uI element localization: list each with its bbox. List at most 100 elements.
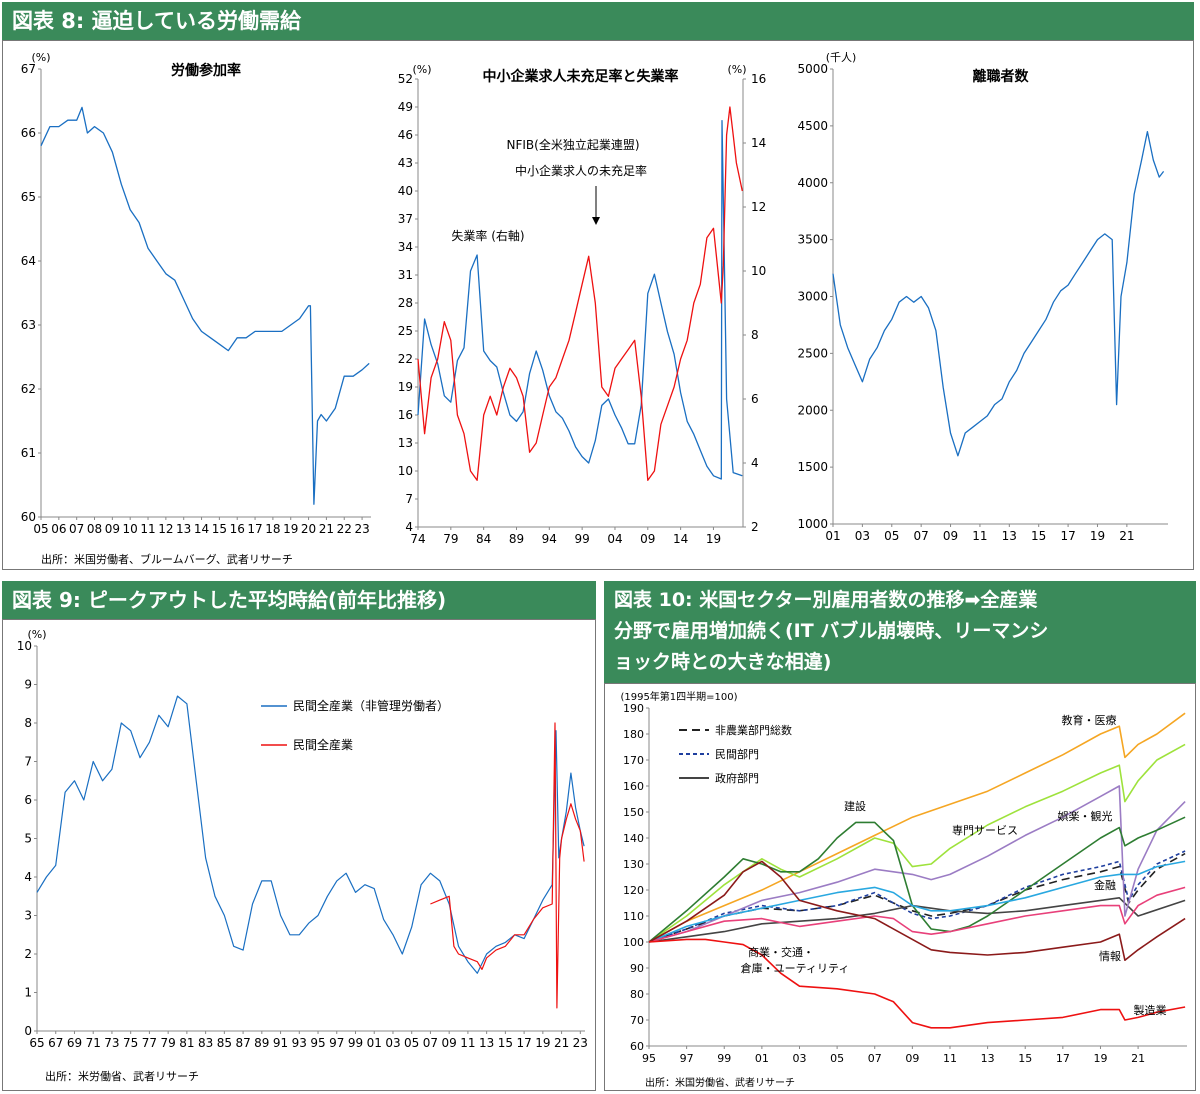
x-tick-label: 75 bbox=[123, 1036, 138, 1050]
x-tick-label: 89 bbox=[509, 532, 524, 546]
y-tick-label: 25 bbox=[398, 324, 413, 338]
fig8-title: 図表 8: 逼迫している労働需給 bbox=[12, 9, 302, 33]
x-tick-label: 07 bbox=[868, 1052, 882, 1065]
x-tick-label: 71 bbox=[86, 1036, 101, 1050]
y-tick-label: 52 bbox=[398, 72, 413, 86]
x-tick-label: 23 bbox=[573, 1036, 588, 1050]
x-tick-label: 67 bbox=[48, 1036, 63, 1050]
y-tick-label: 37 bbox=[398, 212, 413, 226]
series-line-1 bbox=[648, 850, 1186, 943]
x-tick-label: 11 bbox=[943, 1052, 957, 1065]
series-line-9 bbox=[648, 860, 1186, 962]
annotation-nfib: NFIB(全米独立起業連盟) bbox=[506, 137, 639, 152]
annotation-1: 建設 bbox=[844, 799, 866, 813]
y-tick-label: 16 bbox=[398, 408, 413, 422]
x-tick-label: 01 bbox=[367, 1036, 382, 1050]
y-tick-label: 3500 bbox=[797, 233, 828, 247]
annotation-4: 金融 bbox=[1094, 878, 1116, 892]
series-line-7 bbox=[648, 860, 1186, 943]
y-tick-label: 3000 bbox=[797, 290, 828, 304]
x-tick-label: 03 bbox=[855, 529, 870, 543]
x-tick-label: 99 bbox=[575, 532, 590, 546]
x-tick-label: 05 bbox=[33, 522, 48, 536]
annotation-6: 倉庫・ユーティリティ bbox=[741, 961, 850, 975]
x-tick-label: 79 bbox=[161, 1036, 176, 1050]
x-tick-label: 09 bbox=[640, 532, 655, 546]
x-tick-label: 94 bbox=[542, 532, 557, 546]
y-tick-label: 4000 bbox=[797, 176, 828, 190]
annotation-7: 情報 bbox=[1099, 950, 1121, 963]
x-tick-label: 18 bbox=[265, 522, 280, 536]
x-tick-label: 14 bbox=[194, 522, 209, 536]
y-tick-label: 28 bbox=[398, 296, 413, 310]
x-tick-label: 74 bbox=[410, 532, 425, 546]
x-tick-label: 89 bbox=[254, 1036, 269, 1050]
series-line-5 bbox=[648, 785, 1186, 943]
x-tick-label: 22 bbox=[337, 522, 352, 536]
x-tick-label: 84 bbox=[476, 532, 491, 546]
fig10-title-line2: 分野で雇用増加続く(IT バブル崩壊時、リーマンシ bbox=[614, 620, 1049, 642]
y-tick-label: 80 bbox=[630, 988, 644, 1001]
x-tick-label: 95 bbox=[642, 1052, 656, 1065]
y-tick-label: 1000 bbox=[797, 517, 828, 531]
x-tick-label: 15 bbox=[1031, 529, 1046, 543]
legend-label-1: 民間部門 bbox=[715, 747, 759, 761]
y-tick-label: 160 bbox=[623, 780, 644, 793]
x-tick-label: 17 bbox=[1060, 529, 1075, 543]
x-tick-label: 14 bbox=[673, 532, 688, 546]
y2-tick-label: 12 bbox=[751, 200, 766, 214]
x-tick-label: 19 bbox=[1090, 529, 1105, 543]
y-tick-label: 120 bbox=[623, 884, 644, 897]
x-tick-label: 91 bbox=[273, 1036, 288, 1050]
y2-tick-label: 10 bbox=[751, 264, 766, 278]
legend-label-0: 非農業部門総数 bbox=[715, 723, 792, 737]
x-tick-label: 13 bbox=[479, 1036, 494, 1050]
unit-label-left: (%) bbox=[412, 63, 431, 76]
fig9-source: 出所：米労働省、武者リサーチ bbox=[45, 1070, 199, 1083]
x-tick-label: 06 bbox=[51, 522, 66, 536]
annotation-unemployment: 失業率 (右軸) bbox=[451, 228, 524, 243]
fig10-title-line1: 図表 10: 米国セクター別雇用者数の推移➡全産業 bbox=[614, 589, 1038, 611]
series-line-1 bbox=[417, 106, 743, 481]
unit-label: (%) bbox=[27, 628, 46, 641]
y-tick-label: 4 bbox=[24, 870, 32, 884]
y-tick-label: 100 bbox=[623, 936, 644, 949]
x-tick-label: 15 bbox=[498, 1036, 513, 1050]
series-line-0 bbox=[40, 106, 370, 505]
x-tick-label: 81 bbox=[179, 1036, 194, 1050]
x-tick-label: 01 bbox=[755, 1052, 769, 1065]
y-tick-label: 4500 bbox=[797, 119, 828, 133]
x-tick-label: 09 bbox=[442, 1036, 457, 1050]
annotation-3: 娯楽・観光 bbox=[1058, 809, 1113, 823]
x-tick-label: 03 bbox=[792, 1052, 806, 1065]
y-tick-label: 63 bbox=[21, 318, 36, 332]
y-tick-label: 70 bbox=[630, 1014, 644, 1027]
x-tick-label: 13 bbox=[1002, 529, 1017, 543]
y-tick-label: 180 bbox=[623, 728, 644, 741]
fig10-chart-sectors: 60 70 80 90 100 110 120 130 140 150 160 170 180 190 95… bbox=[620, 690, 1187, 1065]
x-tick-label: 69 bbox=[67, 1036, 82, 1050]
y-tick-label: 8 bbox=[24, 716, 32, 730]
unit-label-right: (%) bbox=[727, 63, 746, 76]
x-tick-label: 93 bbox=[292, 1036, 307, 1050]
x-tick-label: 95 bbox=[310, 1036, 325, 1050]
y-tick-label: 34 bbox=[398, 240, 413, 254]
x-tick-label: 07 bbox=[423, 1036, 438, 1050]
series-line-0 bbox=[36, 695, 585, 974]
annotation-arrow-head bbox=[592, 217, 600, 225]
y-tick-label: 90 bbox=[630, 962, 644, 975]
y-tick-label: 110 bbox=[623, 910, 644, 923]
y-tick-label: 2500 bbox=[797, 346, 828, 360]
series-line-0 bbox=[832, 130, 1165, 457]
y-tick-label: 170 bbox=[623, 754, 644, 767]
unit-label: (%) bbox=[31, 51, 50, 64]
y-tick-label: 150 bbox=[623, 806, 644, 819]
y-tick-label: 22 bbox=[398, 352, 413, 366]
y-tick-label: 40 bbox=[398, 184, 413, 198]
y2-tick-label: 8 bbox=[751, 328, 759, 342]
x-tick-label: 08 bbox=[87, 522, 102, 536]
y-tick-label: 61 bbox=[21, 446, 36, 460]
y-tick-label: 5000 bbox=[797, 62, 828, 76]
